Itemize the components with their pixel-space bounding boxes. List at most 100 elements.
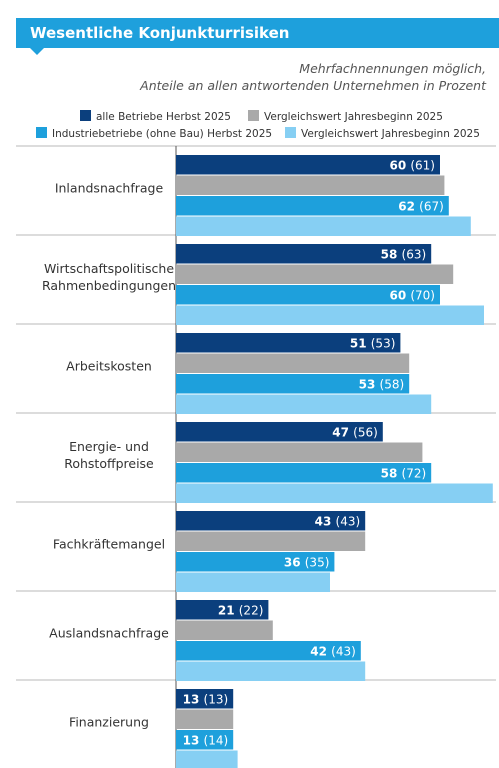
value-label-current: 60 xyxy=(389,288,410,302)
chart-title: Wesentliche Konjunkturrisiken xyxy=(16,18,499,48)
bar-wirtschaftspolitische-rahmenbedingungen-series-4 xyxy=(176,305,484,325)
category-label-auslandsnachfrage: Auslandsnachfrage xyxy=(49,626,169,641)
value-label-comparison: (13) xyxy=(204,692,229,706)
legend-label-industrie-jahresbeginn: Vergleichswert Jahresbeginn 2025 xyxy=(301,128,480,140)
value-label-auslandsnachfrage-series-1: 21 (22) xyxy=(218,603,264,617)
category-label-inlandsnachfrage: Inlandsnachfrage xyxy=(55,181,164,196)
chart-subtitle: Mehrfachnennungen möglich, Anteile an al… xyxy=(16,60,486,94)
category-label-line: Energie- und xyxy=(69,439,149,454)
bar-fachkraeftemangel-series-4 xyxy=(176,572,330,592)
bar-inlandsnachfrage-series-3 xyxy=(176,196,449,216)
bar-inlandsnachfrage-series-2 xyxy=(176,175,445,195)
value-label-finanzierung-series-3: 13 (14) xyxy=(183,733,229,747)
legend-item-industrie-jahresbeginn: Vergleichswert Jahresbeginn 2025 xyxy=(285,127,480,140)
bar-fachkraeftemangel-series-2 xyxy=(176,531,366,551)
value-label-comparison: (70) xyxy=(410,288,435,302)
bar-fachkraeftemangel-series-1 xyxy=(176,511,366,531)
value-label-current: 13 xyxy=(183,733,204,747)
bar-inlandsnachfrage-series-1 xyxy=(176,155,440,175)
value-label-finanzierung-series-1: 13 (13) xyxy=(183,692,229,706)
legend-label-alle-herbst: alle Betriebe Herbst 2025 xyxy=(96,111,231,123)
value-label-wirtschaftspolitische-rahmenbedingungen-series-1: 58 (63) xyxy=(381,247,427,261)
value-label-arbeitskosten-series-3: 53 (58) xyxy=(359,377,405,391)
value-label-fachkraeftemangel-series-1: 43 (43) xyxy=(315,514,361,528)
value-label-fachkraeftemangel-series-3: 36 (35) xyxy=(284,555,330,569)
value-label-current: 62 xyxy=(398,199,419,213)
bar-arbeitskosten-series-1 xyxy=(176,333,401,353)
value-label-comparison: (22) xyxy=(239,603,264,617)
category-label-arbeitskosten: Arbeitskosten xyxy=(66,359,152,374)
bar-fachkraeftemangel-series-3 xyxy=(176,552,335,572)
value-label-current: 43 xyxy=(315,514,336,528)
value-label-current: 42 xyxy=(310,644,331,658)
value-label-comparison: (53) xyxy=(371,336,396,350)
value-label-comparison: (14) xyxy=(204,733,229,747)
value-label-comparison: (67) xyxy=(419,199,444,213)
legend-label-alle-jahresbeginn: Vergleichswert Jahresbeginn 2025 xyxy=(264,111,443,123)
value-label-current: 58 xyxy=(381,466,402,480)
bar-energie-und-rohstoffpreise-series-1 xyxy=(176,422,383,442)
subtitle-line-2: Anteile an allen antwortenden Unternehme… xyxy=(140,78,486,93)
category-label-line: Finanzierung xyxy=(69,715,149,730)
value-label-current: 60 xyxy=(389,158,410,172)
bar-finanzierung-series-3 xyxy=(176,730,234,750)
value-label-comparison: (43) xyxy=(331,644,356,658)
legend-label-industrie-herbst: Industriebetriebe (ohne Bau) Herbst 2025 xyxy=(52,128,273,140)
value-label-energie-und-rohstoffpreise-series-3: 58 (72) xyxy=(381,466,427,480)
value-label-inlandsnachfrage-series-3: 62 (67) xyxy=(398,199,444,213)
category-label-line: Inlandsnachfrage xyxy=(55,181,164,196)
value-label-comparison: (61) xyxy=(410,158,435,172)
title-notch xyxy=(30,48,44,55)
legend-swatch-industrie-jahresbeginn xyxy=(285,127,296,138)
category-label-finanzierung: Finanzierung xyxy=(69,715,149,730)
value-label-comparison: (43) xyxy=(336,514,361,528)
value-label-comparison: (63) xyxy=(402,247,427,261)
value-label-comparison: (35) xyxy=(305,555,330,569)
category-label-wirtschaftspolitische-rahmenbedingungen: Wirtschaftspolitische Rahmenbedingungen xyxy=(42,261,176,293)
value-label-current: 51 xyxy=(350,336,371,350)
legend-swatch-industrie-herbst xyxy=(36,127,47,138)
legend-swatch-alle-herbst xyxy=(80,110,91,121)
bar-finanzierung-series-2 xyxy=(176,709,234,729)
value-label-auslandsnachfrage-series-3: 42 (43) xyxy=(310,644,356,658)
bar-wirtschaftspolitische-rahmenbedingungen-series-1 xyxy=(176,244,432,264)
value-label-arbeitskosten-series-1: 51 (53) xyxy=(350,336,396,350)
legend-item-alle-jahresbeginn: Vergleichswert Jahresbeginn 2025 xyxy=(248,110,443,123)
bar-finanzierung-series-1 xyxy=(176,689,234,709)
bar-finanzierung-series-4 xyxy=(176,750,238,768)
bar-arbeitskosten-series-2 xyxy=(176,353,410,373)
category-label-line: Rahmenbedingungen xyxy=(42,278,176,293)
value-label-current: 21 xyxy=(218,603,239,617)
subtitle-line-1: Mehrfachnennungen möglich, xyxy=(299,61,486,76)
bar-energie-und-rohstoffpreise-series-2 xyxy=(176,442,423,462)
bar-energie-und-rohstoffpreise-series-3 xyxy=(176,463,432,483)
category-label-line: Wirtschaftspolitische xyxy=(44,261,174,276)
bar-auslandsnachfrage-series-2 xyxy=(176,620,273,640)
value-label-energie-und-rohstoffpreise-series-1: 47 (56) xyxy=(332,425,378,439)
bar-auslandsnachfrage-series-3 xyxy=(176,641,361,661)
bar-wirtschaftspolitische-rahmenbedingungen-series-2 xyxy=(176,264,454,284)
bar-auslandsnachfrage-series-1 xyxy=(176,600,269,620)
value-label-current: 47 xyxy=(332,425,353,439)
category-label-line: Rohstoffpreise xyxy=(64,456,154,471)
value-label-comparison: (72) xyxy=(402,466,427,480)
value-label-current: 36 xyxy=(284,555,305,569)
value-label-inlandsnachfrage-series-1: 60 (61) xyxy=(389,158,435,172)
legend-item-industrie-herbst: Industriebetriebe (ohne Bau) Herbst 2025 xyxy=(36,127,272,140)
category-label-line: Auslandsnachfrage xyxy=(49,626,169,641)
value-label-wirtschaftspolitische-rahmenbedingungen-series-3: 60 (70) xyxy=(389,288,435,302)
bar-inlandsnachfrage-series-4 xyxy=(176,216,471,236)
bar-wirtschaftspolitische-rahmenbedingungen-series-3 xyxy=(176,285,440,305)
value-label-comparison: (56) xyxy=(353,425,378,439)
legend-swatch-alle-jahresbeginn xyxy=(248,110,259,121)
bar-arbeitskosten-series-4 xyxy=(176,394,432,414)
bar-energie-und-rohstoffpreise-series-4 xyxy=(176,483,493,503)
category-label-fachkraeftemangel: Fachkräftemangel xyxy=(53,537,165,552)
bar-arbeitskosten-series-3 xyxy=(176,374,410,394)
value-label-comparison: (58) xyxy=(380,377,405,391)
category-label-line: Arbeitskosten xyxy=(66,359,152,374)
value-label-current: 13 xyxy=(183,692,204,706)
value-label-current: 53 xyxy=(359,377,380,391)
category-label-energie-und-rohstoffpreise: Energie- und Rohstoffpreise xyxy=(64,439,154,471)
